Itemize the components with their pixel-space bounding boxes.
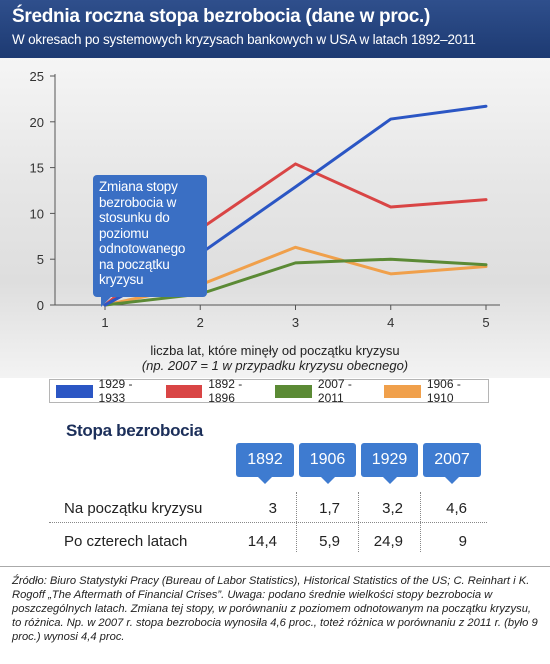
chart-annotation: Zmiana stopy bezrobocia w stosunku do po…: [93, 175, 207, 307]
table-cell: 4,6: [446, 500, 467, 517]
y-tick-label: 15: [30, 161, 44, 176]
chart-title: Średnia roczna stopa bezrobocia (dane w …: [12, 6, 431, 27]
legend-label: 1906 - 1910: [426, 377, 461, 405]
table-cell: 1,7: [319, 500, 340, 517]
series-line-2007-2011: [103, 257, 488, 307]
legend-item: 2007 - 2011: [275, 377, 370, 405]
x-tick-label: 4: [387, 315, 394, 330]
legend-label: 1929 - 1933: [98, 377, 133, 405]
legend-swatch: [384, 384, 421, 398]
x-tick-label: 5: [482, 315, 489, 330]
x-axis-label-line1: liczba lat, które minęły od początku kry…: [150, 343, 400, 358]
y-tick-label: 0: [37, 298, 44, 313]
x-tick-label: 1: [101, 315, 108, 330]
table-title: Stopa bezrobocia: [66, 421, 203, 440]
table-cell: 5,9: [319, 533, 340, 550]
x-tick-label: 3: [292, 315, 299, 330]
y-tick-label: 10: [30, 206, 44, 221]
year-badge-1929: 1929: [361, 443, 418, 484]
chart-legend: 1929 - 1933 1892 - 1896 2007 - 2011 1906 - …: [49, 377, 489, 405]
y-tick-label: 5: [37, 252, 44, 267]
legend-swatch: [275, 384, 312, 398]
legend-item: 1929 - 1933: [56, 377, 152, 405]
row-label-start: Na początku kryzysu: [64, 500, 203, 517]
table-column-divider: [420, 492, 421, 552]
row-label-after-four-years: Po czterech latach: [64, 533, 188, 550]
x-axis-label: liczba lat, które minęły od początku kry…: [0, 343, 550, 373]
table-row-divider: [49, 522, 487, 523]
table-cell: 24,9: [373, 533, 403, 550]
x-axis-label-line2: (np. 2007 = 1 w przypadku kryzysu obecne…: [141, 358, 409, 373]
table-cell: 3: [268, 500, 277, 517]
x-tick-label: 2: [197, 315, 204, 330]
legend-swatch: [165, 384, 203, 398]
legend-label: 1892 - 1896: [208, 377, 243, 405]
table-column-divider: [358, 492, 359, 552]
year-badge-1906: 1906: [299, 443, 356, 484]
y-tick-label: 20: [30, 115, 44, 130]
y-tick-label: 25: [30, 69, 44, 84]
line-chart: 0 5 10 15 20 25 1 2 3 4 5: [30, 69, 500, 330]
legend-label: 2007 - 2011: [317, 377, 352, 405]
table-column-divider: [296, 492, 297, 552]
legend-swatch: [56, 384, 93, 398]
table-cell: 14,4: [247, 533, 277, 550]
source-note: Źródło: Biuro Statystyki Pracy (Bureau o…: [12, 575, 538, 643]
footer-divider: [0, 566, 550, 567]
table-cell: 3,2: [382, 500, 403, 517]
legend-item: 1892 - 1896: [165, 377, 262, 405]
legend-item: 1906 - 1910: [384, 377, 480, 405]
table-cell: 9: [458, 533, 467, 550]
chart-header: Średnia roczna stopa bezrobocia (dane w …: [0, 0, 550, 58]
chart-subtitle: W okresach po systemowych kryzysach bank…: [12, 32, 476, 47]
year-badge-1892: 1892: [236, 443, 294, 484]
year-badge-2007: 2007: [423, 443, 481, 484]
